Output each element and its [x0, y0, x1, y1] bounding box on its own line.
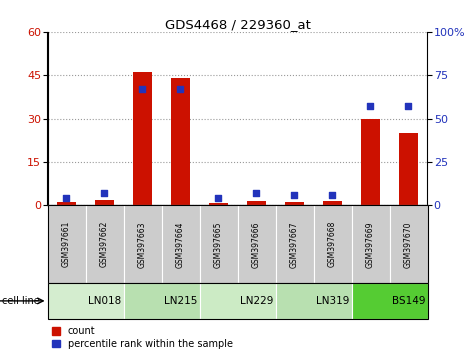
Bar: [200, 283, 276, 319]
Text: GSM397664: GSM397664: [176, 221, 185, 268]
Text: GSM397667: GSM397667: [290, 221, 299, 268]
Text: GSM397668: GSM397668: [328, 221, 337, 268]
Text: GSM397666: GSM397666: [252, 221, 261, 268]
Text: BS149: BS149: [392, 296, 425, 306]
Bar: [285, 202, 304, 205]
Bar: [57, 202, 76, 205]
Legend: count, percentile rank within the sample: count, percentile rank within the sample: [52, 326, 233, 349]
Text: GSM397665: GSM397665: [214, 221, 223, 268]
Bar: [95, 200, 114, 205]
Text: LN229: LN229: [240, 296, 273, 306]
Bar: [323, 201, 342, 205]
Bar: [238, 205, 276, 283]
Bar: [399, 133, 418, 205]
Text: GSM397663: GSM397663: [138, 221, 147, 268]
Point: [329, 192, 336, 198]
Point: [63, 195, 70, 201]
Text: GSM397670: GSM397670: [404, 221, 413, 268]
Bar: [171, 78, 190, 205]
Bar: [124, 283, 200, 319]
Bar: [276, 283, 352, 319]
Bar: [133, 72, 152, 205]
Bar: [276, 205, 314, 283]
Text: GSM397669: GSM397669: [366, 221, 375, 268]
Bar: [352, 283, 428, 319]
Bar: [361, 119, 380, 205]
Bar: [209, 203, 228, 205]
Point: [253, 190, 260, 196]
Bar: [390, 205, 428, 283]
Bar: [352, 205, 390, 283]
Point: [139, 86, 146, 92]
Bar: [48, 283, 124, 319]
Point: [177, 86, 184, 92]
Point: [215, 195, 222, 201]
Point: [101, 190, 108, 196]
Bar: [247, 201, 266, 205]
Bar: [314, 205, 352, 283]
Bar: [162, 205, 199, 283]
Point: [405, 104, 412, 109]
Bar: [86, 205, 124, 283]
Title: GDS4468 / 229360_at: GDS4468 / 229360_at: [164, 18, 311, 31]
Bar: [124, 205, 162, 283]
Text: cell line: cell line: [2, 296, 40, 306]
Point: [291, 192, 298, 198]
Text: GSM397661: GSM397661: [62, 221, 71, 268]
Text: LN018: LN018: [88, 296, 121, 306]
Text: LN215: LN215: [164, 296, 197, 306]
Bar: [200, 205, 238, 283]
Bar: [48, 205, 86, 283]
Text: GSM397662: GSM397662: [100, 221, 109, 268]
Text: LN319: LN319: [316, 296, 349, 306]
Point: [367, 104, 374, 109]
